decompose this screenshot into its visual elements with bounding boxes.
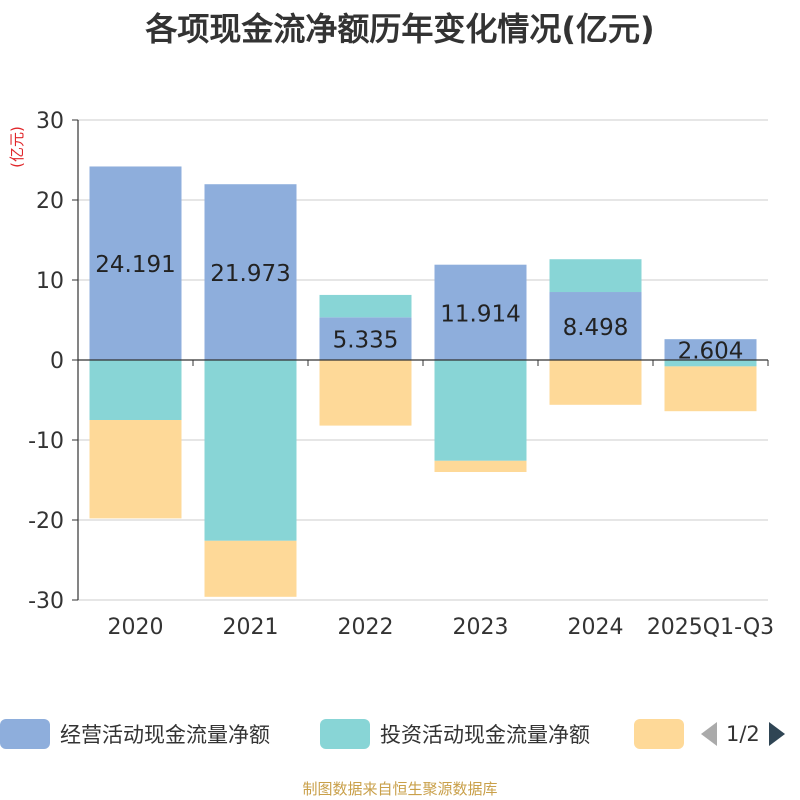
x-tick-label: 2020: [108, 615, 164, 640]
bar-1-2025Q1-Q3: [664, 339, 757, 360]
bar-1-2024: [549, 292, 642, 360]
y-tick-label: 20: [36, 189, 64, 214]
legend-label-operating: 经营活动现金流量净额: [60, 723, 270, 747]
x-tick-label: 2022: [338, 615, 394, 640]
bar-3-2025Q1-Q3: [664, 366, 757, 412]
bar-2-2020: [89, 360, 182, 420]
bar-3-2021: [204, 540, 297, 597]
next-page-icon[interactable]: [768, 720, 786, 748]
chart-title: 各项现金流净额历年变化情况(亿元): [145, 10, 655, 48]
y-tick-label: -10: [28, 429, 64, 454]
y-tick-label: -20: [28, 509, 64, 534]
bar-1-2022: [319, 317, 412, 360]
data-label: 8.498: [563, 315, 629, 341]
legend-pager: 1/2: [700, 718, 786, 750]
bar-1-2020: [89, 166, 182, 360]
data-label: 21.973: [210, 261, 290, 287]
legend-swatch-financing: [634, 719, 684, 749]
bar-2-2022: [319, 294, 412, 318]
prev-page-icon[interactable]: [700, 720, 718, 748]
y-tick-label: 0: [50, 349, 64, 374]
legend-item-investing[interactable]: 投资活动现金流量净额: [320, 718, 590, 750]
bar-2-2025Q1-Q3: [664, 360, 757, 367]
y-tick-label: 10: [36, 269, 64, 294]
bar-3-2020: [89, 420, 182, 519]
bar-3-2024: [549, 360, 642, 405]
cashflow-chart: (亿元) 30 20 10 0 -10 -20 -30 2020 2021 2022 2023 2024…: [8, 109, 774, 640]
bar-2-2021: [204, 360, 297, 541]
legend-item-financing[interactable]: [634, 718, 694, 750]
bar-2-2023: [434, 360, 527, 461]
x-tick-label: 2023: [453, 615, 509, 640]
bar-1-2023: [434, 264, 527, 360]
bar-1-2021: [204, 184, 297, 360]
legend-label-investing: 投资活动现金流量净额: [380, 723, 590, 747]
data-label: 5.335: [333, 328, 399, 354]
y-tick-label: 30: [36, 109, 64, 134]
bar-2-2024: [549, 259, 642, 293]
data-label: 24.191: [95, 252, 175, 278]
legend-item-operating[interactable]: 经营活动现金流量净额: [0, 718, 270, 750]
y-tick-label: -30: [28, 589, 64, 614]
bar-3-2022: [319, 360, 412, 426]
legend-swatch-operating: [0, 719, 50, 749]
x-tick-label: 2021: [223, 615, 279, 640]
legend-swatch-investing: [320, 719, 370, 749]
y-axis-label: (亿元): [8, 126, 26, 168]
bar-3-2023: [434, 460, 527, 472]
data-label: 11.914: [440, 301, 520, 327]
data-label: 2.604: [678, 339, 744, 365]
legend-page-indicator: 1/2: [726, 722, 760, 746]
x-tick-label: 2025Q1-Q3: [647, 615, 774, 640]
legend: 经营活动现金流量净额 投资活动现金流量净额 1/2: [0, 712, 800, 756]
data-source-note: 制图数据来自恒生聚源数据库: [302, 780, 498, 798]
x-tick-label: 2024: [568, 615, 624, 640]
